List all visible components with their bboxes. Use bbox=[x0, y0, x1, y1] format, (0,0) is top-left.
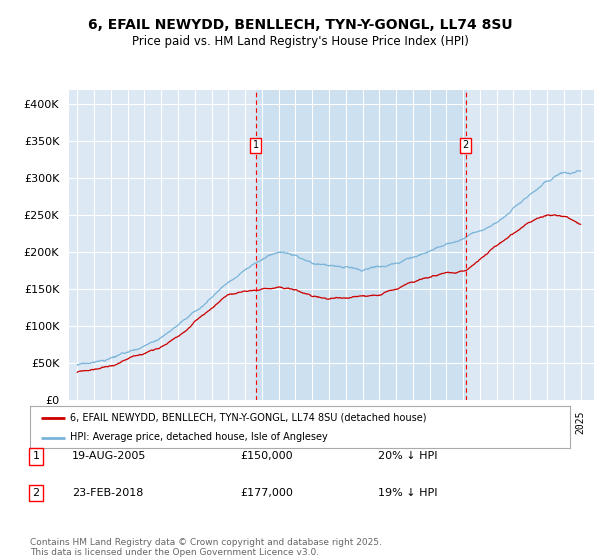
Text: 19% ↓ HPI: 19% ↓ HPI bbox=[378, 488, 437, 498]
Text: £177,000: £177,000 bbox=[240, 488, 293, 498]
Text: 23-FEB-2018: 23-FEB-2018 bbox=[72, 488, 143, 498]
Text: 1: 1 bbox=[253, 140, 259, 150]
Text: 19-AUG-2005: 19-AUG-2005 bbox=[72, 451, 146, 461]
Text: HPI: Average price, detached house, Isle of Anglesey: HPI: Average price, detached house, Isle… bbox=[71, 432, 328, 442]
Bar bbox=[256, 90, 466, 400]
Text: 6, EFAIL NEWYDD, BENLLECH, TYN-Y-GONGL, LL74 8SU: 6, EFAIL NEWYDD, BENLLECH, TYN-Y-GONGL, … bbox=[88, 18, 512, 32]
Text: Price paid vs. HM Land Registry's House Price Index (HPI): Price paid vs. HM Land Registry's House … bbox=[131, 35, 469, 48]
Text: 1: 1 bbox=[32, 451, 40, 461]
Text: 20% ↓ HPI: 20% ↓ HPI bbox=[378, 451, 437, 461]
Text: 2: 2 bbox=[463, 140, 469, 150]
Text: Contains HM Land Registry data © Crown copyright and database right 2025.
This d: Contains HM Land Registry data © Crown c… bbox=[30, 538, 382, 557]
Text: £150,000: £150,000 bbox=[240, 451, 293, 461]
Text: 2: 2 bbox=[32, 488, 40, 498]
Text: 6, EFAIL NEWYDD, BENLLECH, TYN-Y-GONGL, LL74 8SU (detached house): 6, EFAIL NEWYDD, BENLLECH, TYN-Y-GONGL, … bbox=[71, 413, 427, 423]
